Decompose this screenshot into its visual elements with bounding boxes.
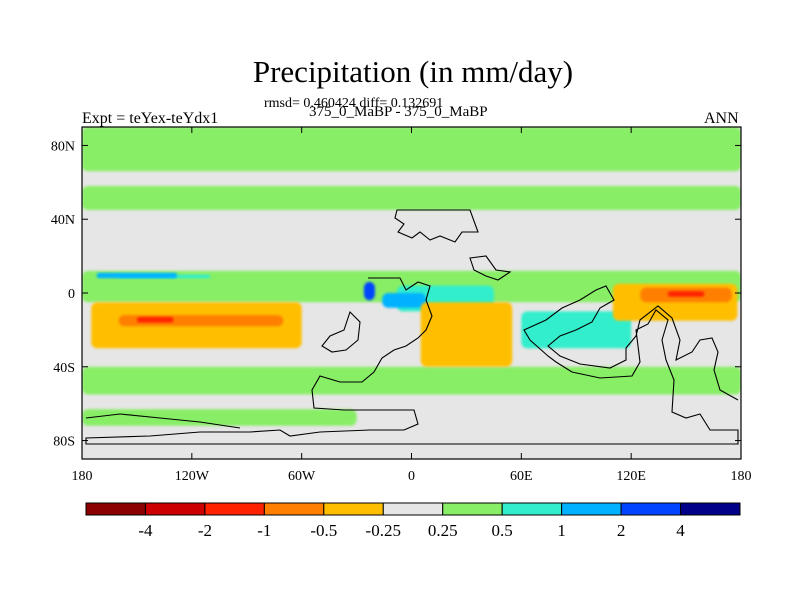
colorbar-label: -2 xyxy=(198,521,212,540)
contour-field-2 xyxy=(82,186,741,210)
x-tick-label: 180 xyxy=(731,469,752,484)
continent-outlines xyxy=(85,209,739,445)
southern-outline xyxy=(85,413,241,429)
contour-field-1 xyxy=(82,127,741,172)
colorbar-label: 0.5 xyxy=(492,521,513,540)
colorbar-box xyxy=(85,502,146,516)
season-label: ANN xyxy=(704,110,739,127)
colorbar-label: -0.5 xyxy=(310,521,337,540)
colorbar-box xyxy=(323,502,384,516)
colorbar-box xyxy=(680,502,741,516)
coast-detail-outline xyxy=(321,310,361,353)
stats-text: rmsd= 0.460424 diff= 0.132691 xyxy=(264,96,444,111)
colorbar-label: 2 xyxy=(617,521,626,540)
axes: 180 120W 60W 0 60E 120E 180 80N 40N 0 40S 80S xyxy=(51,127,752,484)
colorbar-box xyxy=(382,502,444,516)
y-tick-label: 80S xyxy=(53,435,75,450)
y-tick-label: 80N xyxy=(51,139,75,154)
contour-field-17 xyxy=(136,317,174,323)
x-tick-label: 180 xyxy=(72,469,93,484)
contour-field-13 xyxy=(420,302,513,367)
colorbar-box xyxy=(204,502,265,516)
contour-field-18 xyxy=(667,291,705,297)
gondwana-outline xyxy=(85,277,739,445)
colorbar-label: -1 xyxy=(257,521,271,540)
contour-field-5 xyxy=(82,409,357,426)
laurasia-outline xyxy=(469,255,512,281)
y-tick-label: 40N xyxy=(51,213,75,228)
colorbar-label: 4 xyxy=(676,521,685,540)
laurentia-outline xyxy=(394,209,479,243)
colorbar-box xyxy=(442,502,503,516)
x-tick-label: 60E xyxy=(510,469,533,484)
colorbar-box xyxy=(144,502,206,516)
contour-field-10 xyxy=(382,293,427,308)
colorbar-box xyxy=(620,502,682,516)
colorbar-label: 0.25 xyxy=(428,521,458,540)
colorbar-box xyxy=(501,502,563,516)
colorbar-label: 1 xyxy=(557,521,566,540)
colorbar-label: -4 xyxy=(138,521,153,540)
colorbar-box xyxy=(263,502,325,516)
contour-field-9 xyxy=(96,272,178,279)
experiment-label: Expt = teYex-teYdx1 xyxy=(82,110,219,127)
contour-field-4 xyxy=(82,366,741,395)
y-tick-label: 0 xyxy=(68,287,75,302)
chart-subtitle: 375_0_MaBP - 375_0_MaBP xyxy=(309,104,488,120)
x-tick-label: 0 xyxy=(408,469,415,484)
colorbar-label: -0.25 xyxy=(366,521,401,540)
colorbar: -4 -2 -1 -0.5 -0.25 0.25 0.5 1 2 4 xyxy=(85,502,741,540)
x-tick-label: 60W xyxy=(288,469,316,484)
colorbar-box xyxy=(561,502,622,516)
x-tick-label: 120W xyxy=(175,469,210,484)
y-tick-label: 40S xyxy=(53,361,75,376)
x-tick-label: 120E xyxy=(616,469,646,484)
contour-field-11 xyxy=(363,281,375,301)
chart-title: Precipitation (in mm/day) xyxy=(252,54,574,89)
